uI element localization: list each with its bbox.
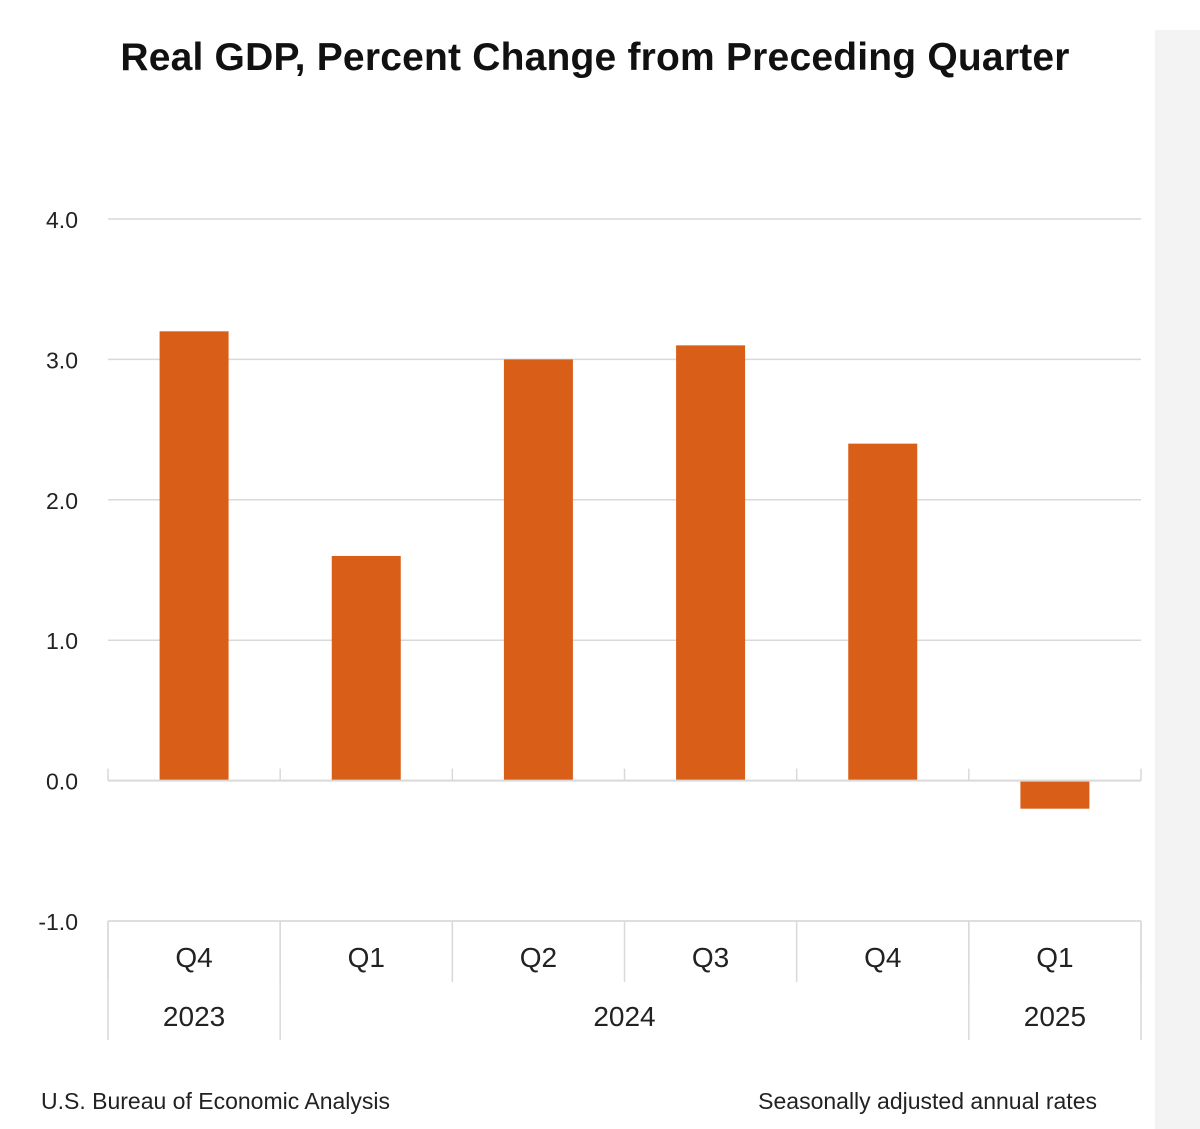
x-year-label: 2023 (163, 1001, 225, 1032)
bar (503, 359, 573, 781)
y-tick-label: 4.0 (46, 207, 78, 233)
x-category-label: Q2 (520, 942, 557, 973)
x-category-label: Q4 (864, 942, 901, 973)
x-category-label: Q4 (175, 942, 212, 973)
bar (1020, 780, 1090, 809)
bar (331, 555, 401, 781)
bar (848, 443, 918, 781)
right-edge-strip (1155, 30, 1200, 1129)
y-tick-label: 1.0 (46, 628, 78, 654)
rates-note: Seasonally adjusted annual rates (758, 1088, 1097, 1114)
x-category-label: Q3 (692, 942, 729, 973)
y-tick-label: -1.0 (38, 909, 78, 935)
y-tick-label: 2.0 (46, 488, 78, 514)
x-category-label: Q1 (1036, 942, 1073, 973)
x-year-label: 2025 (1024, 1001, 1086, 1032)
y-tick-label: 3.0 (46, 347, 78, 373)
bar (676, 345, 746, 781)
x-category-label: Q1 (348, 942, 385, 973)
y-tick-label: 0.0 (46, 769, 78, 795)
chart-title: Real GDP, Percent Change from Preceding … (120, 36, 1070, 79)
source-note: U.S. Bureau of Economic Analysis (41, 1088, 390, 1114)
bar (159, 331, 229, 781)
x-year-label: 2024 (593, 1001, 655, 1032)
